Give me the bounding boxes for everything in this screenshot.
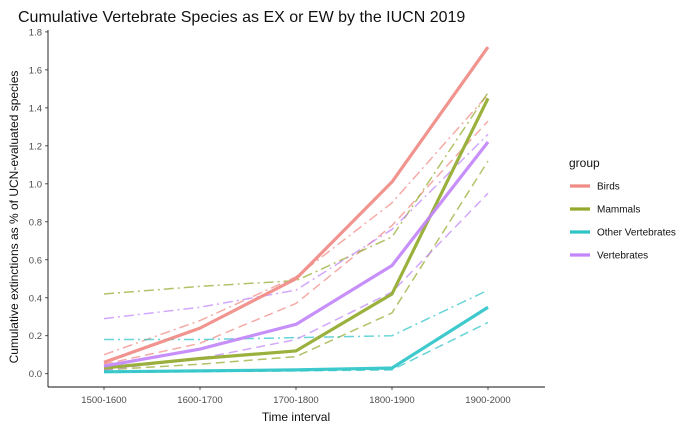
birds-dashdot-line	[103, 94, 489, 356]
y-tick-label: 1.2	[29, 141, 42, 152]
y-tick-label: 0.0	[29, 369, 42, 380]
y-tick-label: 1.6	[29, 65, 42, 76]
bound-lines	[103, 92, 489, 373]
legend-label-mammals: Mammals	[597, 205, 640, 216]
mammals-dashdot-line	[103, 92, 489, 295]
legend-label-other-vertebrates: Other Vertebrates	[597, 228, 676, 239]
y-tick-label: 1.8	[29, 27, 42, 38]
legend-title: group	[569, 156, 600, 170]
x-tick-label: 1700-1800	[273, 395, 318, 406]
y-tick-label: 1.4	[29, 103, 42, 114]
y-tick-label: 0.6	[29, 255, 42, 266]
chart-title: Cumulative Vertebrate Species as EX or E…	[18, 9, 465, 26]
birds-dashed-line	[103, 120, 489, 365]
other-vertebrates-dashdot-line	[104, 289, 489, 341]
other-vertebrates-dashed-line	[103, 321, 489, 373]
y-tick-label: 1.0	[29, 179, 42, 190]
mammals-series-line	[103, 97, 490, 370]
x-axis-title: Time interval	[262, 410, 330, 424]
x-tick-label: 1800-1900	[369, 395, 414, 406]
x-axis-ticks: 1500-1600 1600-1700 1700-1800 1800-1900 1900…	[81, 387, 511, 406]
legend-label-birds: Birds	[597, 182, 620, 193]
y-tick-label: 0.8	[29, 217, 42, 228]
y-axis-title: Cumulative extinctions as % of UCN-evalu…	[7, 71, 21, 364]
mammals-dashed-line	[103, 160, 489, 371]
x-tick-label: 1500-1600	[81, 395, 126, 406]
y-tick-label: 0.4	[29, 293, 42, 304]
x-tick-label: 1900-2000	[465, 395, 510, 406]
x-tick-label: 1600-1700	[177, 395, 222, 406]
legend-label-vertebrates: Vertebrates	[597, 251, 648, 262]
other-vertebrates-series-line	[103, 305, 489, 374]
birds-series-line	[103, 46, 490, 364]
y-tick-label: 0.2	[29, 331, 42, 342]
y-axis-ticks: 0.0 0.2 0.4 0.6 0.8 1.0 1.2 1.4 1.6 1.8	[29, 27, 48, 380]
vertebrates-dashdot-line	[103, 133, 489, 320]
legend: group Birds Mammals Other Vertebrates Verte…	[569, 156, 676, 262]
series-lines	[103, 46, 490, 374]
vertebrates-series-line	[103, 141, 490, 368]
